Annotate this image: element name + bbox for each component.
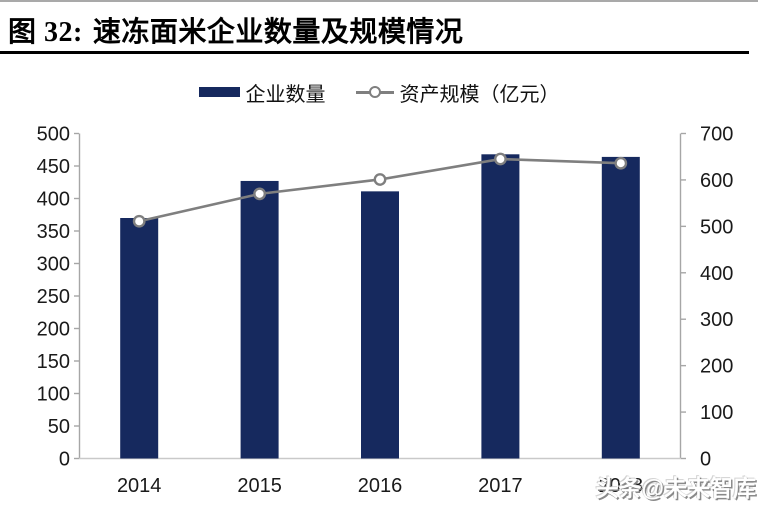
x-axis-label-2016: 2016 (358, 475, 403, 497)
figure-title: 图 32: 速冻面米企业数量及规模情况 (8, 10, 748, 50)
line-marker-icon (355, 86, 394, 98)
marker-2015 (253, 187, 267, 201)
right-axis-label: 600 (700, 170, 733, 192)
marker-2017 (493, 152, 507, 166)
left-axis-label: 250 (37, 286, 70, 308)
left-axis-label: 450 (37, 156, 70, 178)
marker-2018 (614, 156, 628, 170)
chart-legend: 企业数量 资产规模（亿元） (0, 78, 758, 107)
marker-2014 (132, 214, 146, 228)
marker-2016 (373, 173, 387, 186)
right-axis-label: 700 (700, 124, 733, 146)
bar-swatch-icon (198, 87, 240, 97)
watermark: 头条@未来智库 (595, 475, 756, 501)
left-axis-label: 400 (37, 189, 70, 211)
left-axis-label: 150 (37, 351, 70, 373)
left-axis-label: 50 (48, 416, 70, 438)
legend-label-bar: 企业数量 (245, 83, 326, 106)
left-axis-label: 500 (37, 124, 70, 146)
title-divider (0, 51, 749, 54)
left-axis-label: 300 (37, 254, 70, 276)
bar-2017 (481, 154, 520, 459)
left-axis-label: 200 (37, 319, 70, 341)
right-axis-label: 200 (700, 356, 733, 378)
x-axis-label-2017: 2017 (478, 475, 523, 497)
bar-2016 (361, 191, 399, 459)
bar-2018 (601, 156, 640, 459)
left-axis-label: 0 (59, 449, 70, 471)
right-axis-label: 100 (700, 402, 733, 424)
right-axis-label: 0 (700, 449, 711, 471)
figure-number: 图 32: (8, 17, 83, 48)
right-axis-label: 400 (700, 263, 733, 285)
legend-item-enterprise-count: 企业数量 (198, 78, 326, 107)
bar-2014 (120, 218, 159, 459)
x-axis-label-2018: 2018 (599, 475, 644, 497)
left-axis-label: 350 (37, 221, 70, 243)
figure-title-text: 速冻面米企业数量及规模情况 (92, 17, 464, 48)
legend-item-asset-scale: 资产规模（亿元） (355, 78, 560, 107)
right-axis-label: 300 (700, 309, 733, 331)
x-axis-label-2015: 2015 (237, 475, 282, 497)
left-axis-label: 100 (37, 384, 70, 406)
x-axis-label-2014: 2014 (117, 475, 162, 497)
right-axis-label: 500 (700, 216, 733, 238)
legend-label-line: 资产规模（亿元） (399, 83, 560, 106)
bar-2015 (240, 180, 279, 459)
